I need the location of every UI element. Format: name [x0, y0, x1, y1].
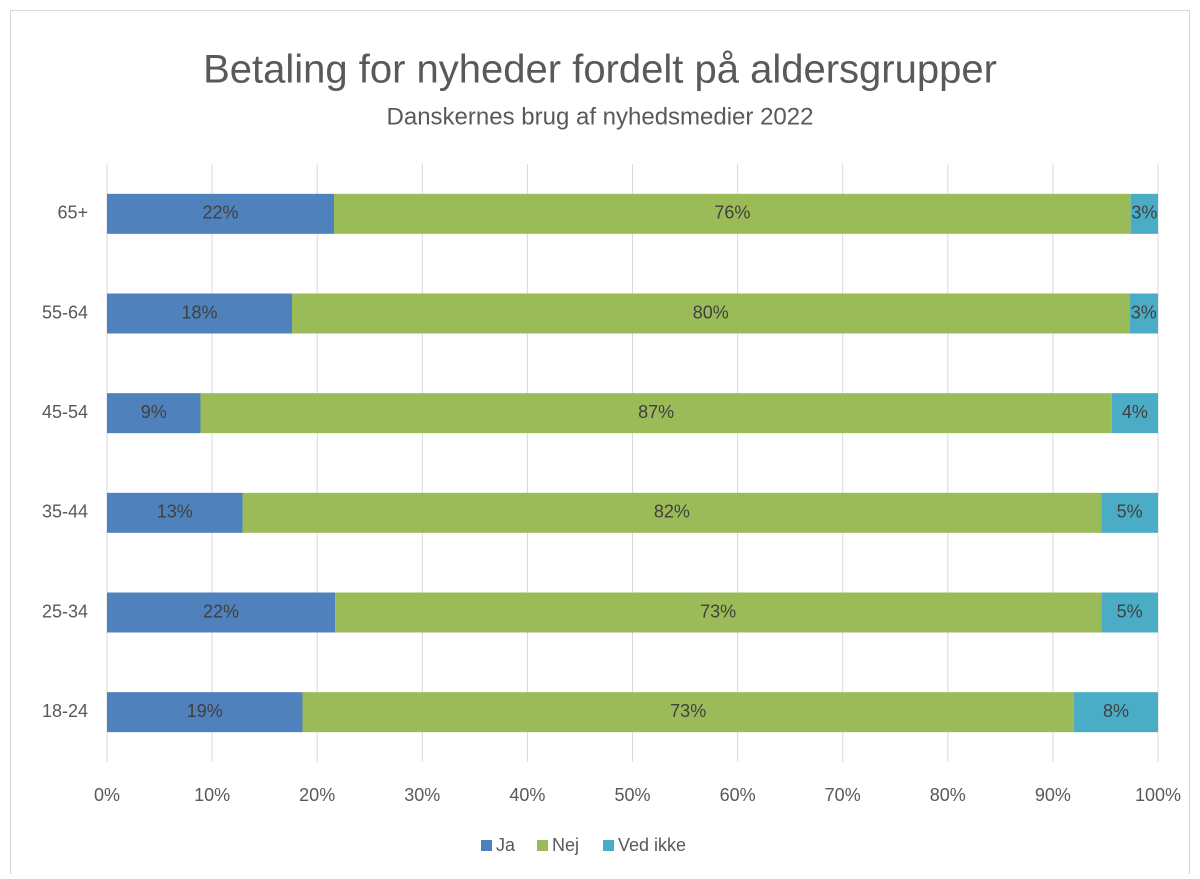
- data-label: 19%: [187, 701, 223, 721]
- bar-segment: [291, 293, 1130, 334]
- legend-label: Ved ikke: [618, 835, 686, 855]
- y-tick-label: 45-54: [42, 402, 88, 422]
- data-label: 22%: [203, 601, 239, 621]
- data-label: 80%: [693, 302, 729, 322]
- bar-segment: [107, 492, 243, 533]
- data-label: 22%: [202, 203, 238, 223]
- x-tick-label: 0%: [94, 785, 120, 805]
- data-label: 3%: [1131, 302, 1157, 322]
- legend-swatch: [603, 840, 614, 851]
- data-label: 73%: [670, 701, 706, 721]
- x-tick-label: 70%: [825, 785, 861, 805]
- data-label: 3%: [1131, 203, 1157, 223]
- y-tick-label: 18-24: [42, 701, 88, 721]
- x-tick-label: 50%: [614, 785, 650, 805]
- x-tick-label: 40%: [509, 785, 545, 805]
- bar-segment: [1111, 393, 1158, 434]
- legend-swatch: [537, 840, 548, 851]
- x-tick-label: 10%: [194, 785, 230, 805]
- x-tick-label: 20%: [299, 785, 335, 805]
- bar-segment: [200, 393, 1112, 434]
- bar-segment: [107, 193, 335, 234]
- y-tick-label: 25-34: [42, 601, 88, 621]
- bar-segment: [1073, 692, 1158, 733]
- data-label: 5%: [1117, 502, 1143, 522]
- bar-segment: [334, 193, 1131, 234]
- data-label: 13%: [157, 502, 193, 522]
- data-label: 87%: [638, 402, 674, 422]
- bar-segment: [1101, 492, 1158, 533]
- y-tick-label: 55-64: [42, 302, 88, 322]
- bar-segment: [302, 692, 1074, 733]
- y-tick-label: 35-44: [42, 502, 88, 522]
- legend-label: Nej: [552, 835, 579, 855]
- y-tick-label: 65+: [57, 203, 88, 223]
- x-tick-label: 80%: [930, 785, 966, 805]
- x-tick-label: 90%: [1035, 785, 1071, 805]
- bar-segment: [242, 492, 1102, 533]
- x-tick-label: 100%: [1135, 785, 1181, 805]
- data-label: 8%: [1103, 701, 1129, 721]
- bar-segment: [335, 592, 1102, 633]
- data-label: 73%: [700, 601, 736, 621]
- chart-frame: [10, 10, 1190, 879]
- data-label: 18%: [181, 302, 217, 322]
- bar-segment: [107, 592, 336, 633]
- chart-subtitle: Danskernes brug af nyhedsmedier 2022: [387, 103, 814, 130]
- data-label: 82%: [654, 502, 690, 522]
- bar-segment: [1130, 193, 1158, 234]
- x-tick-label: 30%: [404, 785, 440, 805]
- data-label: 4%: [1122, 402, 1148, 422]
- data-label: 76%: [714, 203, 750, 223]
- bar-segment: [1101, 592, 1158, 633]
- bar-segment: [1129, 293, 1158, 334]
- bar-segment: [107, 692, 303, 733]
- legend-swatch: [481, 840, 492, 851]
- x-tick-label: 60%: [720, 785, 756, 805]
- bar-segment: [107, 293, 292, 334]
- data-label: 5%: [1117, 601, 1143, 621]
- data-label: 9%: [141, 402, 167, 422]
- chart-title: Betaling for nyheder fordelt på aldersgr…: [203, 48, 997, 92]
- bar-segment: [107, 393, 201, 434]
- legend-label: Ja: [496, 835, 516, 855]
